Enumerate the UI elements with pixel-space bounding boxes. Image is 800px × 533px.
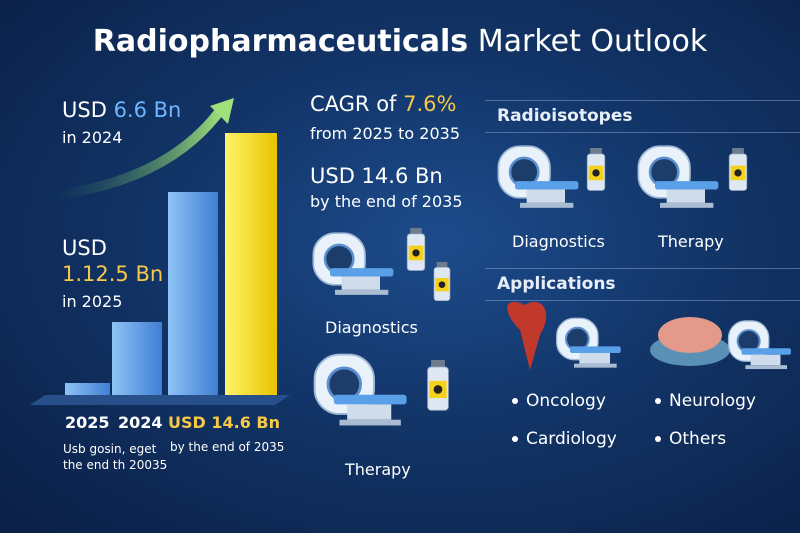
- arrow-head: [210, 98, 234, 124]
- title-rest: Market Outlook: [477, 24, 708, 59]
- bar-note: by the end of 2035: [170, 440, 285, 454]
- application-item: Neurology: [655, 391, 756, 411]
- cagr-value: 7.6%: [403, 92, 457, 116]
- cagr-period: from 2025 to 2035: [310, 124, 460, 143]
- forecast-value: USD 14.6 Bn: [310, 164, 443, 188]
- bar-label: USD 14.6 Bn: [168, 413, 280, 432]
- cagr-prefix: CAGR of: [310, 92, 397, 116]
- application-item: Cardiology: [512, 429, 617, 449]
- bar: [225, 133, 277, 395]
- vial-icon: [427, 360, 449, 411]
- vial-icon: [586, 148, 606, 191]
- bar-label: 2024: [118, 413, 163, 432]
- bar: [65, 383, 110, 395]
- divider: [485, 100, 800, 101]
- scanner-icon: [555, 317, 622, 369]
- section-heading: Radioisotopes: [497, 106, 633, 126]
- application-item: Oncology: [512, 391, 606, 411]
- stat-value: 1.12.5 Bn: [62, 262, 164, 286]
- scanner-icon: [313, 353, 409, 427]
- scanner-icon: [727, 319, 792, 371]
- stat: USD 6.6 Bn: [62, 98, 181, 122]
- stat-value: 6.6 Bn: [113, 98, 182, 122]
- footnote: the end th 20035: [63, 458, 168, 472]
- bar-label: 2025: [65, 413, 110, 432]
- forecast-period: by the end of 2035: [310, 192, 463, 211]
- divider: [485, 300, 800, 301]
- title: Radiopharmaceuticals Market Outlook: [0, 24, 800, 59]
- scanner-icon: [312, 231, 395, 297]
- vial-icon: [728, 148, 748, 191]
- stat-prefix: USD: [62, 236, 107, 260]
- growth-arrow: [54, 105, 227, 200]
- vial-icon: [433, 262, 451, 301]
- title-bold: Radiopharmaceuticals: [92, 24, 469, 59]
- vial-icon: [406, 228, 426, 271]
- bar: [168, 192, 218, 395]
- item-label: Diagnostics: [325, 318, 418, 337]
- application-item: Others: [655, 429, 726, 449]
- divider: [485, 268, 800, 269]
- stat-year: in 2025: [62, 292, 123, 311]
- item-label: Therapy: [658, 232, 724, 251]
- divider: [485, 132, 800, 133]
- stat-year: in 2024: [62, 128, 123, 147]
- brain-icon: [658, 317, 722, 353]
- footnote: Usb gosin, eget: [63, 442, 157, 456]
- bar: [112, 322, 162, 395]
- cagr: CAGR of 7.6%: [310, 92, 457, 116]
- heart-icon: [507, 301, 547, 370]
- scanner-icon: [637, 144, 720, 210]
- item-label: Therapy: [345, 460, 411, 479]
- stat-prefix: USD: [62, 98, 107, 122]
- bar-platform: [30, 395, 290, 405]
- scanner-icon: [497, 144, 580, 210]
- section-heading: Applications: [497, 274, 616, 294]
- item-label: Diagnostics: [512, 232, 605, 251]
